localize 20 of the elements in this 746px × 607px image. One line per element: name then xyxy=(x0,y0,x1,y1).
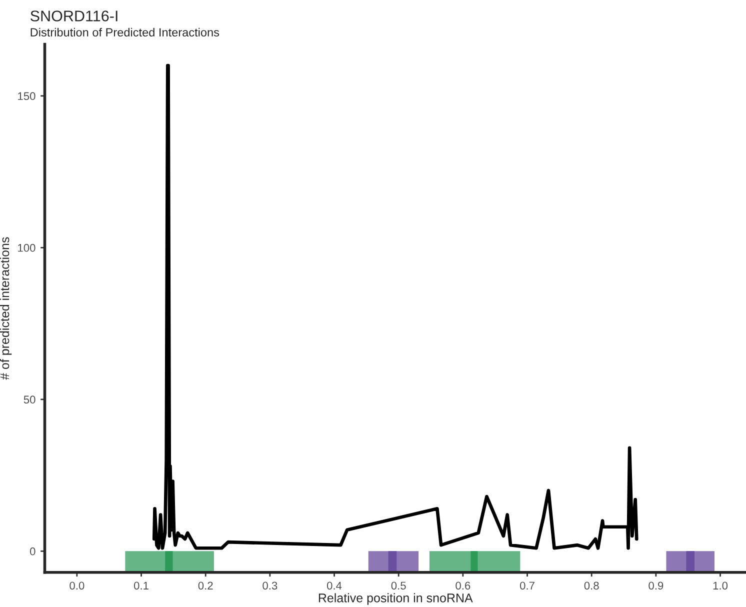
x-tick-label: 1.0 xyxy=(713,582,728,590)
chart-title: SNORD116-I xyxy=(30,10,118,22)
x-tick-label: 0.5 xyxy=(391,582,406,590)
chart-subtitle: Distribution of Predicted Interactions xyxy=(30,28,220,37)
y-axis-title: # of predicted interactions xyxy=(0,237,12,380)
x-tick-label: 0.3 xyxy=(262,582,278,590)
x-tick-label: 0.9 xyxy=(648,582,664,590)
x-tick-label: 0.8 xyxy=(584,582,599,590)
x-tick-label: 0.1 xyxy=(134,582,148,590)
y-tick-label: 100 xyxy=(18,244,36,252)
x-axis-title: Relative position in snoRNA xyxy=(318,593,473,605)
y-tick-label: 150 xyxy=(18,92,36,100)
x-tick-label: 0.2 xyxy=(198,582,213,590)
line-series xyxy=(152,64,638,550)
x-tick-label: 0.7 xyxy=(520,582,534,590)
y-tick-label: 50 xyxy=(24,396,36,404)
x-tick-label: 0.0 xyxy=(70,582,84,590)
y-tick-label: 0 xyxy=(30,547,36,556)
x-tick-label: 0.6 xyxy=(456,582,470,590)
x-tick-label: 0.4 xyxy=(326,582,342,590)
